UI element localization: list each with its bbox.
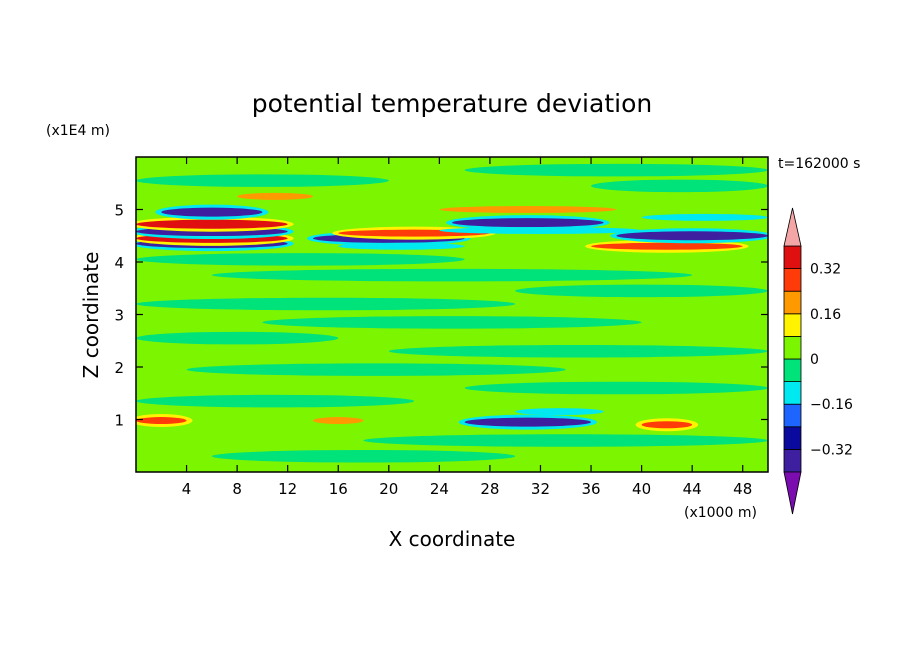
anomaly-band bbox=[641, 421, 693, 429]
x-tick-label: 24 bbox=[430, 480, 449, 498]
colorbar-tick-label: −0.32 bbox=[810, 442, 853, 458]
colorbar-bin bbox=[783, 290, 802, 315]
anomaly-band bbox=[439, 227, 642, 234]
colorbar-bin bbox=[783, 358, 802, 383]
field-stripe bbox=[363, 434, 768, 447]
colorbar-lower-extension bbox=[783, 471, 802, 515]
field-stripe bbox=[136, 174, 389, 187]
colorbar-bin bbox=[783, 381, 802, 405]
y-axis-ticks: 1 2 3 4 5 bbox=[114, 202, 768, 430]
field-stripe bbox=[186, 363, 566, 376]
y-tick-label: 2 bbox=[114, 359, 124, 377]
colorbar-upper-extension bbox=[783, 207, 802, 247]
time-label: t=162000 s bbox=[778, 156, 860, 172]
anomaly-band bbox=[136, 417, 187, 425]
y-tick-label: 1 bbox=[114, 412, 124, 430]
anomaly-band bbox=[312, 417, 364, 425]
y-tick-label: 5 bbox=[114, 202, 124, 220]
anomaly-band bbox=[136, 219, 288, 229]
field-stripe bbox=[211, 449, 516, 463]
anomaly-band bbox=[515, 408, 604, 416]
y-tick-label: 3 bbox=[114, 307, 124, 325]
anomaly-band bbox=[641, 213, 768, 221]
contour-field bbox=[136, 157, 768, 472]
x-tick-label: 16 bbox=[329, 480, 348, 498]
field-stripe bbox=[211, 268, 693, 282]
x-tick-label: 40 bbox=[632, 480, 651, 498]
x-axis-ticks: 4 8 12 16 20 24 28 32 36 40 44 48 bbox=[182, 157, 752, 498]
x-tick-label: 20 bbox=[379, 480, 398, 498]
field-stripe bbox=[136, 297, 516, 311]
x-tick-label: 8 bbox=[232, 480, 242, 498]
anomaly-band bbox=[439, 206, 617, 213]
y-tick-label: 4 bbox=[114, 254, 124, 272]
anomaly-band bbox=[464, 417, 592, 427]
x-axis-label: X coordinate bbox=[389, 527, 516, 551]
y-axis-label: Z coordinate bbox=[79, 252, 103, 379]
colorbar: 0.32 0.16 0 −0.16 −0.32 bbox=[783, 207, 853, 515]
colorbar-bin bbox=[783, 268, 802, 292]
x-tick-label: 12 bbox=[278, 480, 297, 498]
x-tick-label: 4 bbox=[182, 480, 192, 498]
anomaly-band bbox=[591, 242, 743, 250]
colorbar-tick-label: −0.16 bbox=[810, 397, 853, 413]
colorbar-bin bbox=[783, 426, 802, 450]
field-stripe bbox=[464, 163, 768, 177]
field-stripe bbox=[136, 331, 339, 345]
field-stripe bbox=[515, 284, 768, 298]
x-unit-label: (x1000 m) bbox=[684, 505, 757, 521]
colorbar-bin bbox=[783, 313, 802, 337]
field-stripe bbox=[136, 394, 415, 408]
colorbar-bin bbox=[783, 245, 802, 270]
field-stripe bbox=[262, 316, 642, 329]
colorbar-bin bbox=[783, 335, 802, 360]
colorbar-tick-label: 0.16 bbox=[810, 307, 841, 323]
x-tick-label: 32 bbox=[531, 480, 550, 498]
colorbar-tick-label: 0.32 bbox=[810, 262, 841, 278]
x-tick-label: 36 bbox=[581, 480, 600, 498]
colorbar-tick-label: 0 bbox=[810, 352, 819, 368]
field-stripe bbox=[136, 253, 465, 266]
field-stripe bbox=[464, 381, 768, 395]
anomaly-band bbox=[616, 231, 768, 241]
field-stripe bbox=[591, 179, 768, 193]
x-tick-label: 44 bbox=[683, 480, 702, 498]
x-tick-label: 48 bbox=[733, 480, 752, 498]
colorbar-bin bbox=[783, 448, 802, 473]
anomaly-band bbox=[161, 207, 263, 217]
y-unit-label: (x1E4 m) bbox=[46, 123, 110, 139]
field-stripe bbox=[388, 344, 768, 358]
anomaly-band bbox=[237, 192, 313, 200]
x-tick-label: 28 bbox=[480, 480, 499, 498]
anomaly-band bbox=[338, 242, 465, 250]
colorbar-bin bbox=[783, 403, 802, 428]
anomaly-band bbox=[452, 218, 604, 228]
chart-title: potential temperature deviation bbox=[252, 89, 652, 118]
